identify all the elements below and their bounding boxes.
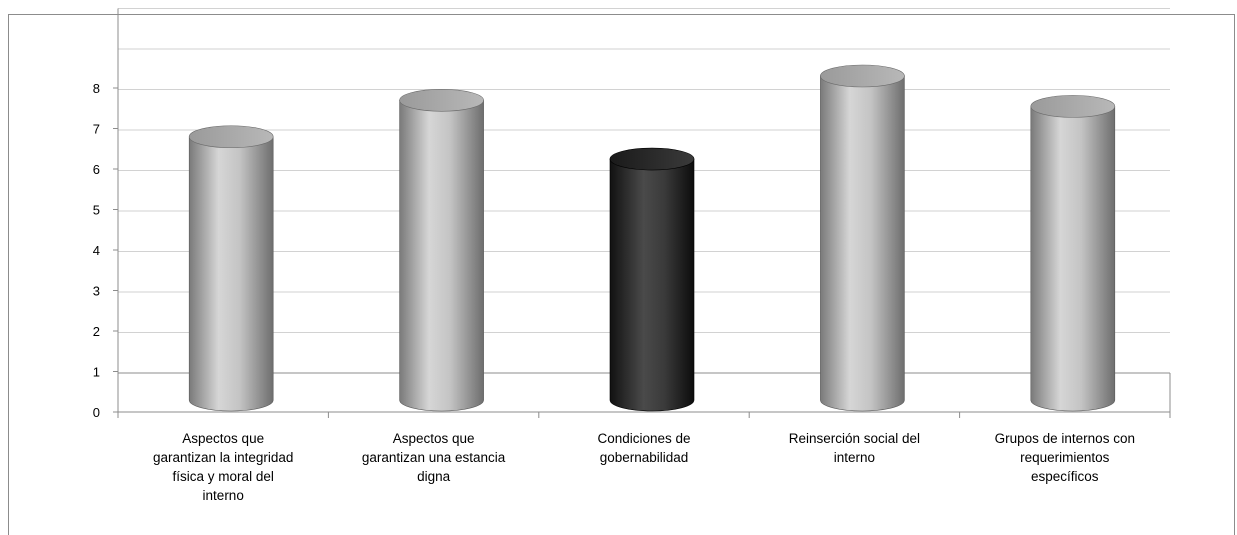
bar — [609, 147, 695, 412]
x-category-label-line: garantizan una estancia — [362, 450, 506, 465]
y-tick-label: 3 — [93, 284, 100, 299]
x-category-label-line: Grupos de internos con — [995, 431, 1135, 446]
bar-top — [820, 64, 905, 88]
bar — [188, 125, 274, 412]
bar-top — [399, 89, 484, 112]
bar-body — [1030, 106, 1116, 412]
y-tick-label: 0 — [93, 405, 100, 420]
x-category-label-line: física y moral del — [173, 469, 274, 484]
x-axis: Aspectos que garantizan la integridad físi… — [117, 412, 1171, 503]
bar-top — [609, 147, 695, 171]
x-category-label-line: Condiciones de — [597, 431, 690, 446]
bar — [399, 89, 484, 412]
y-axis: 0 1 2 3 4 5 6 7 8 — [93, 8, 119, 420]
x-category-label: Aspectos que garantizan una estancia digna — [362, 431, 506, 484]
x-category-label-line: garantizan la integridad — [153, 450, 293, 465]
bar-body — [820, 75, 905, 412]
x-category-label-line: específicos — [1031, 469, 1099, 484]
bar — [820, 64, 905, 412]
x-category-label: Grupos de internos con requerimientos espe… — [995, 431, 1135, 484]
x-category-label: Reinserción social del interno — [789, 431, 920, 465]
x-category-label-line: Aspectos que — [182, 431, 264, 446]
bar-body — [188, 136, 274, 412]
x-category-label-line: gobernabilidad — [600, 450, 689, 465]
y-tick-label: 6 — [93, 162, 100, 177]
bar-top — [188, 125, 274, 149]
y-tick-label: 1 — [93, 365, 100, 380]
bar — [1030, 95, 1116, 412]
y-tick-label: 2 — [93, 324, 100, 339]
bar-top — [1030, 95, 1116, 118]
bars — [188, 64, 1116, 412]
y-tick-label: 8 — [93, 81, 100, 96]
y-tick-label: 4 — [93, 243, 100, 258]
y-tick-label: 5 — [93, 203, 100, 218]
bar-body — [399, 100, 484, 412]
x-category-label-line: Reinserción social del — [789, 431, 920, 446]
x-category-label-line: interno — [834, 450, 875, 465]
x-category-label: Aspectos que garantizan la integridad físi… — [153, 431, 293, 503]
x-category-label-line: Aspectos que — [393, 431, 475, 446]
x-category-label: Condiciones de gobernabilidad — [597, 431, 690, 465]
x-category-label-line: interno — [203, 488, 244, 503]
bar-body — [609, 158, 695, 412]
y-tick-label: 7 — [93, 122, 100, 137]
x-category-label-line: requerimientos — [1020, 450, 1110, 465]
x-category-label-line: digna — [417, 469, 451, 484]
